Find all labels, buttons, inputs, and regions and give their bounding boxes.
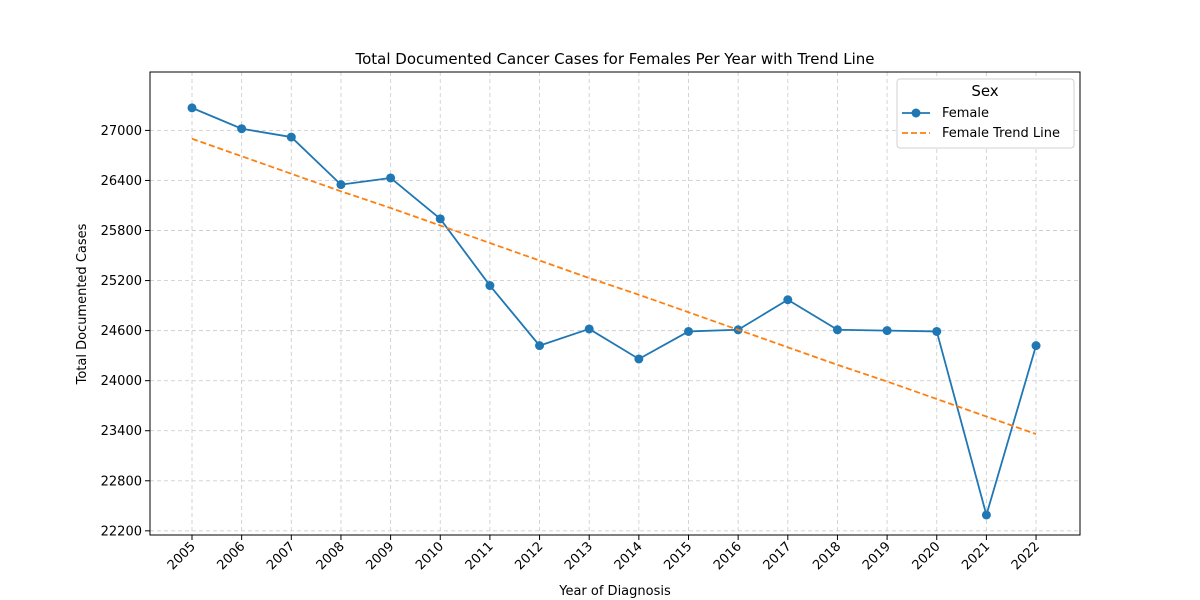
- female-data-point: [286, 132, 296, 142]
- female-trend-line: [191, 137, 1037, 435]
- y-axis-title: Total Documented Cases: [75, 223, 90, 385]
- legend-female-marker: [911, 108, 921, 118]
- female-data-point: [535, 341, 545, 351]
- female-data-point: [882, 326, 892, 336]
- legend-title: Sex: [971, 82, 998, 100]
- female-data-point: [1031, 341, 1041, 351]
- female-data-point: [981, 510, 991, 520]
- female-data-point: [684, 326, 693, 336]
- female-data-point: [485, 281, 495, 291]
- legend-female-label: Female: [942, 106, 989, 121]
- chart-title: Total Documented Cancer Cases for Female…: [355, 50, 875, 68]
- y-tick-label: 27000: [101, 124, 142, 139]
- y-tick-label: 22200: [101, 524, 142, 539]
- female-data-point: [634, 354, 644, 364]
- legend: Sex Female Female Trend Line: [896, 78, 1075, 149]
- female-data-point: [783, 295, 793, 305]
- y-tick-label: 22800: [101, 474, 142, 489]
- y-tick-label: 26400: [101, 174, 142, 189]
- female-data-point: [435, 214, 445, 224]
- female-series-line: [191, 107, 1037, 516]
- legend-trend-label: Female Trend Line: [942, 126, 1060, 141]
- y-tick-label: 24600: [101, 324, 142, 339]
- y-tick-label: 23400: [101, 424, 142, 439]
- female-data-point: [584, 324, 594, 334]
- female-data-point: [386, 173, 396, 183]
- grid-layer: [150, 72, 1080, 535]
- female-data-point: [187, 103, 197, 113]
- y-tick-label: 25200: [101, 274, 142, 289]
- female-data-point: [237, 124, 247, 134]
- female-data-point: [932, 326, 942, 336]
- series-layer: [187, 103, 1041, 520]
- y-tick-label: 25800: [101, 224, 142, 239]
- female-data-point: [832, 325, 842, 335]
- female-data-point: [336, 180, 346, 190]
- y-tick-label: 24000: [101, 374, 142, 389]
- plot-area-frame: [149, 71, 1081, 536]
- x-axis-title: Year of Diagnosis: [558, 584, 671, 599]
- legend-frame: [896, 78, 1075, 149]
